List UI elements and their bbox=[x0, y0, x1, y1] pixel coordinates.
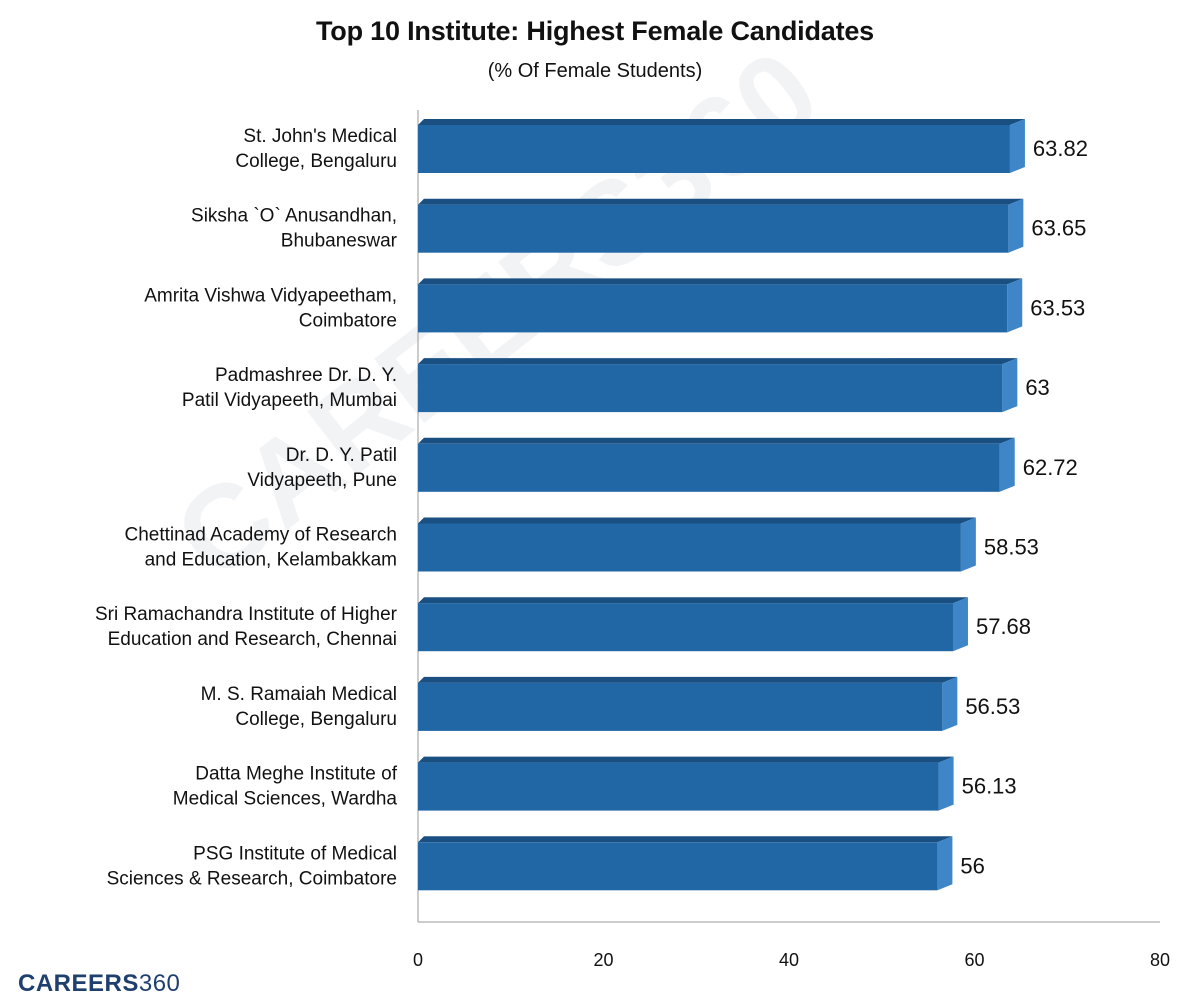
data-label: 56.13 bbox=[962, 774, 1017, 799]
bar-side bbox=[952, 597, 968, 652]
bar-top bbox=[418, 198, 1024, 205]
bar-top bbox=[418, 358, 1018, 365]
bar-side bbox=[1009, 119, 1025, 173]
bar-side bbox=[942, 676, 958, 731]
bar-top bbox=[418, 756, 954, 763]
bar bbox=[418, 125, 1010, 173]
bar bbox=[418, 364, 1003, 413]
category-label: Padmashree Dr. D. Y. Patil Vidyapeeth, Mu… bbox=[182, 365, 397, 411]
bar bbox=[418, 762, 939, 811]
bar-side bbox=[1008, 198, 1024, 253]
brand-logo: CAREERS360 bbox=[18, 970, 180, 998]
category-label: Siksha `O` Anusandhan, Bhubaneswar bbox=[191, 206, 398, 252]
category-label: Dr. D. Y. Patil Vidyapeeth, Pune bbox=[247, 445, 397, 491]
category-label: M. S. Ramaiah Medical College, Bengaluru bbox=[201, 684, 397, 730]
bar bbox=[418, 204, 1009, 253]
brand-number: 360 bbox=[138, 970, 181, 997]
chart-title: Top 10 Institute: Highest Female Candida… bbox=[316, 16, 874, 46]
bar bbox=[418, 284, 1008, 333]
bar bbox=[418, 682, 943, 731]
bar bbox=[418, 842, 938, 891]
data-label: 63 bbox=[1025, 375, 1049, 400]
brand-name: CAREERS bbox=[18, 970, 139, 997]
bar bbox=[418, 603, 953, 652]
chart-subtitle: (% Of Female Students) bbox=[487, 60, 703, 82]
category-label: PSG Institute of Medical Sciences & Resea… bbox=[107, 843, 397, 889]
bar-side bbox=[1007, 278, 1023, 333]
data-label: 62.72 bbox=[1023, 455, 1078, 480]
category-label: St. John's Medical College, Bengaluru bbox=[235, 126, 397, 172]
data-label: 63.82 bbox=[1033, 136, 1088, 161]
data-label: 63.53 bbox=[1030, 295, 1085, 320]
bar-top bbox=[418, 119, 1025, 125]
data-label: 58.53 bbox=[984, 535, 1039, 560]
bar-side bbox=[960, 517, 976, 572]
x-tick-label: 60 bbox=[964, 950, 984, 970]
bar-top bbox=[418, 836, 953, 843]
bar-top bbox=[418, 517, 976, 524]
data-label: 56.53 bbox=[965, 694, 1020, 719]
bar bbox=[418, 443, 1000, 492]
bar-side bbox=[1002, 358, 1018, 413]
bar-side bbox=[999, 437, 1015, 492]
bar-top bbox=[418, 597, 968, 604]
bar-top bbox=[418, 676, 958, 683]
bar-top bbox=[418, 278, 1023, 285]
x-tick-label: 20 bbox=[593, 950, 613, 970]
bar-side bbox=[937, 836, 953, 891]
data-label: 63.65 bbox=[1031, 216, 1086, 241]
bar-top bbox=[418, 437, 1015, 444]
category-label: Chettinad Academy of Research and Educati… bbox=[125, 525, 398, 571]
bar-side bbox=[938, 756, 954, 811]
x-tick-label: 40 bbox=[779, 950, 799, 970]
x-tick-label: 80 bbox=[1150, 950, 1170, 970]
category-label: Datta Meghe Institute of Medical Sciences… bbox=[173, 764, 398, 810]
x-tick-label: 0 bbox=[413, 950, 423, 970]
data-label: 56 bbox=[960, 853, 984, 878]
category-label: Amrita Vishwa Vidyapeetham, Coimbatore bbox=[144, 285, 397, 331]
bar bbox=[418, 523, 961, 572]
category-label: Sri Ramachandra Institute of Higher Educa… bbox=[95, 604, 398, 650]
data-label: 57.68 bbox=[976, 614, 1031, 639]
